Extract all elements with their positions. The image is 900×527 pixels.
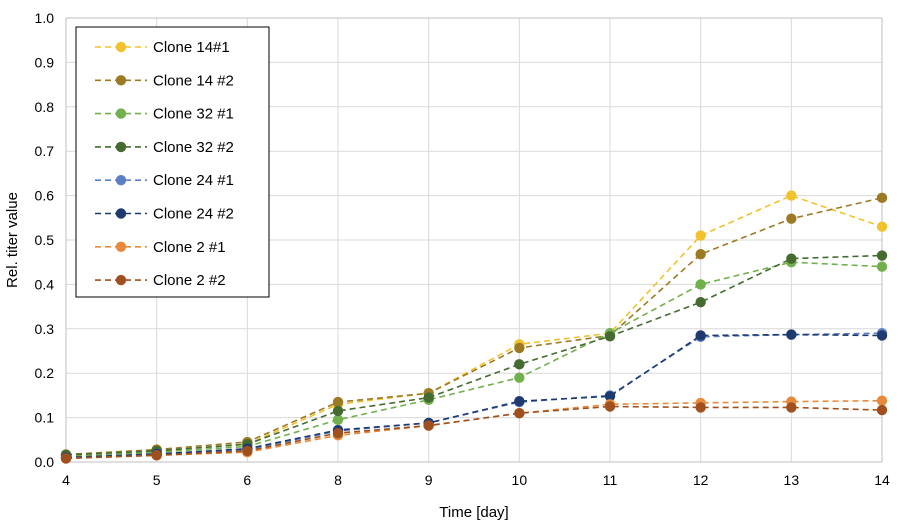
data-point bbox=[786, 329, 797, 340]
series-line bbox=[65, 194, 883, 457]
y-tick-label: 0.4 bbox=[35, 276, 55, 292]
legend-label: Clone 32 #2 bbox=[153, 139, 234, 156]
x-tick-label: 10 bbox=[512, 472, 528, 488]
legend-entry: Clone 2 #2 bbox=[95, 272, 226, 289]
legend-marker bbox=[115, 208, 127, 219]
legend-label: Clone 14#1 bbox=[153, 39, 230, 56]
legend-label: Clone 2 #1 bbox=[153, 239, 226, 256]
data-point bbox=[695, 402, 706, 413]
series-line bbox=[65, 405, 883, 460]
y-tick-label: 0.2 bbox=[35, 365, 55, 381]
legend-box bbox=[75, 26, 270, 298]
data-point bbox=[514, 372, 525, 383]
legend-marker bbox=[115, 274, 127, 286]
series-5 bbox=[60, 328, 888, 463]
y-tick-label: 0.5 bbox=[35, 232, 55, 248]
data-point bbox=[695, 249, 706, 260]
data-point bbox=[60, 453, 72, 464]
series-line bbox=[65, 333, 883, 459]
data-point bbox=[876, 261, 888, 272]
data-point bbox=[786, 402, 797, 413]
legend-marker bbox=[115, 108, 127, 119]
x-axis-title: Time [day] bbox=[439, 504, 508, 521]
data-point bbox=[332, 396, 344, 408]
series-6 bbox=[60, 329, 888, 463]
data-point bbox=[242, 445, 253, 457]
y-tick-label: 1.0 bbox=[35, 10, 55, 26]
y-tick-label: 0.9 bbox=[35, 54, 55, 70]
x-axis-ticks: 4 5 6 8 9 10 11 12 13 14 bbox=[62, 472, 890, 488]
series-line bbox=[65, 332, 883, 459]
series-line bbox=[65, 261, 883, 458]
series-7 bbox=[60, 395, 888, 464]
legend-marker bbox=[115, 241, 127, 252]
legend-marker bbox=[115, 41, 127, 53]
data-point bbox=[695, 279, 706, 290]
data-point bbox=[332, 405, 344, 417]
y-axis-title: Rel. titer value bbox=[4, 192, 21, 288]
data-point bbox=[876, 221, 888, 232]
series-line bbox=[65, 197, 883, 456]
data-point bbox=[604, 391, 616, 402]
data-point bbox=[786, 253, 797, 264]
data-point bbox=[695, 230, 706, 241]
legend-entry: Clone 14#1 bbox=[95, 39, 230, 56]
y-tick-label: 0.7 bbox=[35, 143, 55, 159]
legend-label: Clone 24 #2 bbox=[153, 206, 234, 223]
x-tick-label: 11 bbox=[603, 472, 618, 488]
x-tick-label: 9 bbox=[425, 472, 433, 488]
legend-entry: Clone 32 #2 bbox=[95, 139, 234, 156]
data-point bbox=[876, 395, 888, 406]
data-point bbox=[695, 330, 706, 341]
data-point bbox=[876, 404, 888, 416]
series-group bbox=[60, 190, 888, 464]
y-axis-ticks: 0.0 0.1 0.2 0.3 0.4 0.5 0.6 0.7 0.8 0.9 1.0 bbox=[35, 10, 55, 470]
plot-area-border bbox=[65, 17, 883, 463]
legend: Clone 14#1 Clone 14 #2 Clone 32 #1 Clone 32… bbox=[75, 26, 270, 298]
data-point bbox=[423, 420, 434, 431]
x-tick-label: 6 bbox=[243, 472, 251, 488]
data-point bbox=[514, 359, 525, 370]
legend-label: Clone 2 #2 bbox=[153, 272, 226, 289]
legend-label: Clone 14 #2 bbox=[153, 72, 234, 89]
y-tick-label: 0.3 bbox=[35, 321, 55, 337]
data-point bbox=[514, 407, 525, 419]
data-point bbox=[332, 414, 344, 426]
data-point bbox=[514, 395, 525, 407]
x-tick-label: 12 bbox=[693, 472, 709, 488]
y-tick-label: 0.0 bbox=[35, 454, 55, 470]
x-tick-label: 8 bbox=[334, 472, 342, 488]
data-point bbox=[876, 250, 888, 261]
legend-marker bbox=[115, 141, 127, 153]
data-point bbox=[514, 342, 525, 354]
x-tick-label: 14 bbox=[874, 472, 890, 488]
legend-entry: Clone 24 #1 bbox=[95, 172, 234, 189]
data-point bbox=[151, 450, 162, 461]
x-tick-label: 13 bbox=[784, 472, 800, 488]
data-point bbox=[423, 392, 434, 403]
data-point bbox=[786, 213, 797, 224]
data-point bbox=[604, 331, 616, 342]
data-point bbox=[695, 296, 706, 308]
data-point bbox=[876, 192, 888, 204]
legend-entry: Clone 2 #1 bbox=[95, 239, 226, 256]
legend-entry: Clone 24 #2 bbox=[95, 206, 234, 223]
series-8 bbox=[60, 401, 888, 464]
legend-label: Clone 32 #1 bbox=[153, 106, 234, 123]
legend-label: Clone 24 #1 bbox=[153, 172, 234, 189]
x-tick-label: 4 bbox=[62, 472, 70, 488]
legend-marker bbox=[115, 175, 127, 186]
y-tick-label: 0.1 bbox=[35, 410, 55, 426]
x-tick-label: 5 bbox=[153, 472, 161, 488]
data-point bbox=[604, 401, 616, 412]
data-point bbox=[332, 427, 344, 439]
data-point bbox=[876, 330, 888, 341]
legend-entry: Clone 32 #1 bbox=[95, 106, 234, 123]
y-tick-label: 0.6 bbox=[35, 188, 55, 204]
y-tick-label: 0.8 bbox=[35, 99, 55, 115]
legend-entry: Clone 14 #2 bbox=[95, 72, 234, 89]
legend-marker bbox=[115, 75, 127, 86]
data-point bbox=[786, 190, 797, 201]
